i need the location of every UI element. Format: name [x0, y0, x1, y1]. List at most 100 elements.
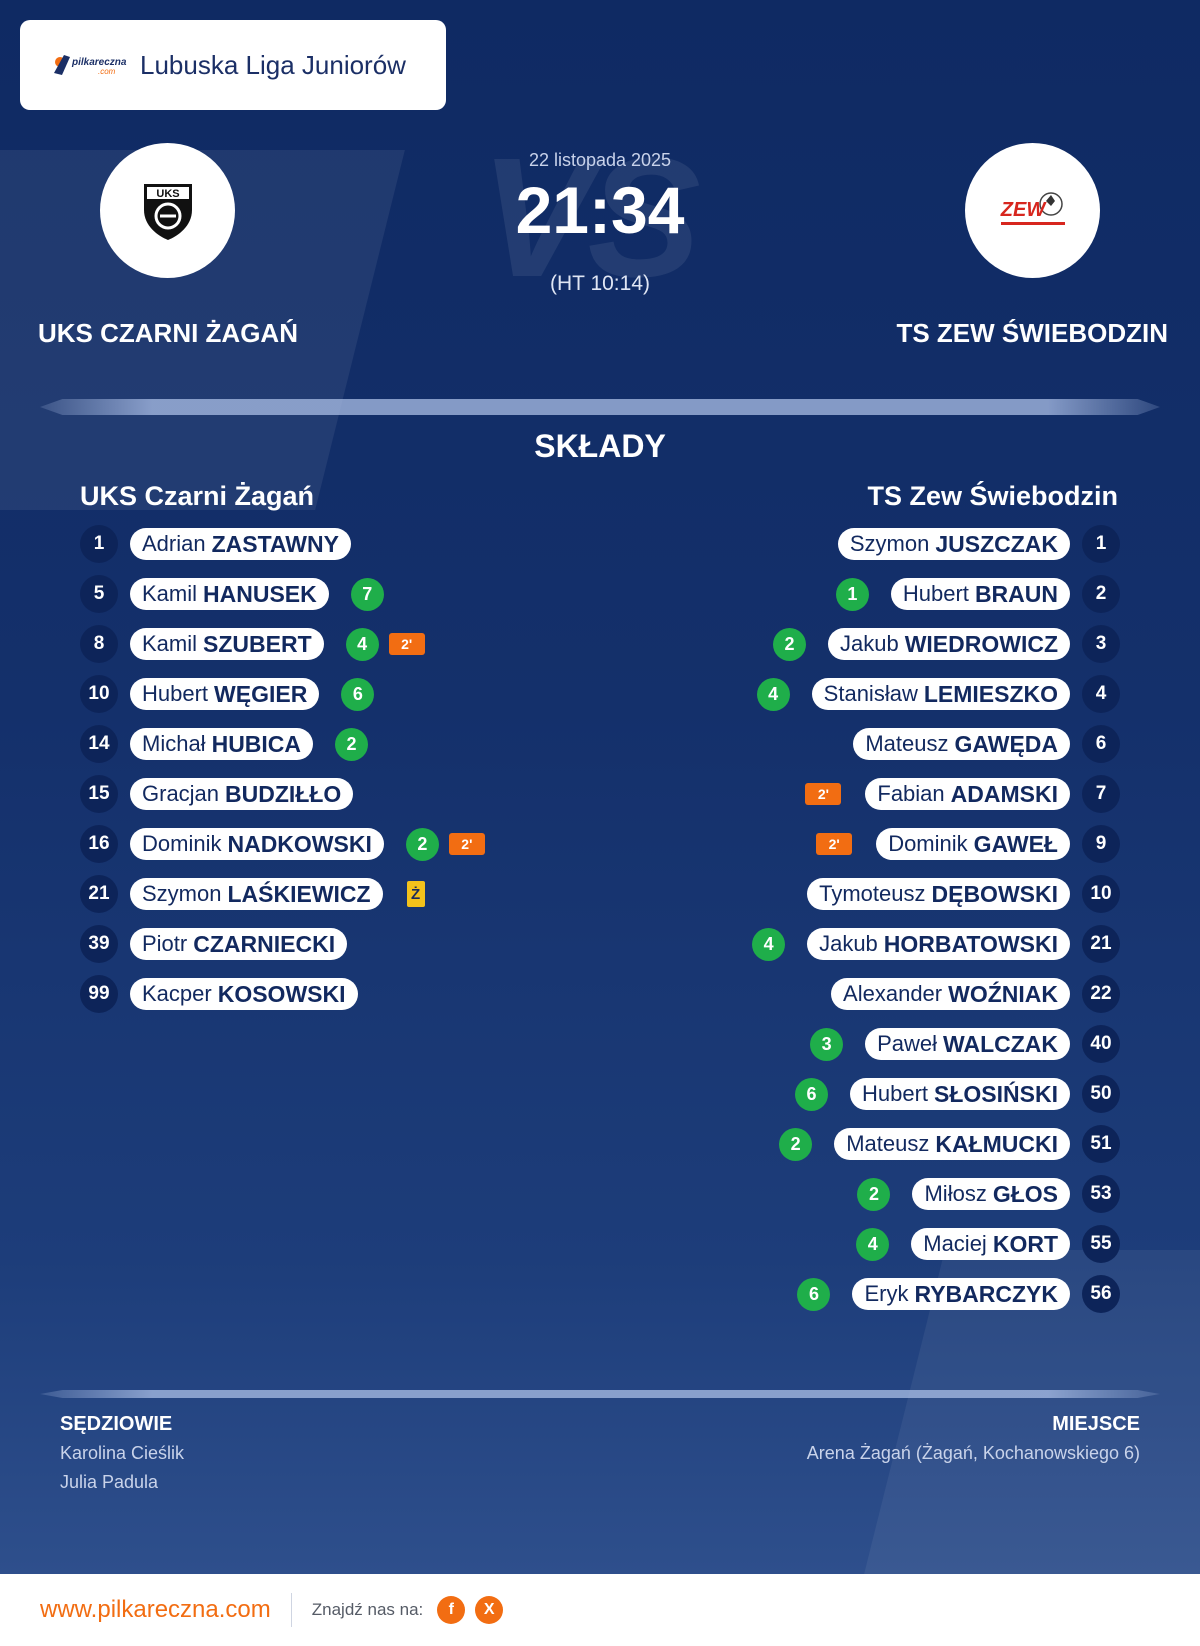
player-last-name: WĘGIER — [214, 680, 308, 707]
penalty-badge: 2' — [448, 833, 485, 855]
halftime-score: (HT 10:14) — [550, 272, 650, 295]
goals-badge: 6 — [794, 1077, 828, 1111]
player-last-name: BRAUN — [974, 580, 1058, 607]
lineup-row: 21 Szymon LAŚKIEWICZ Ż — [80, 875, 425, 913]
player-number: 5 — [80, 575, 118, 613]
lineup-row: 10 Hubert WĘGIER 6 — [80, 675, 375, 713]
player-last-name: BUDZIŁŁO — [225, 780, 342, 807]
player-last-name: CZARNIECKI — [193, 930, 336, 957]
player-last-name: HANUSEK — [203, 580, 317, 607]
goals-badge: 4 — [345, 627, 379, 661]
x-icon[interactable]: X — [475, 1596, 504, 1624]
away-lineup-title: TS Zew Świebodzin — [867, 481, 1118, 511]
player-number: 6 — [1082, 725, 1120, 763]
player-name: Stanisław LEMIESZKO — [811, 678, 1070, 710]
penalty-badge: 2' — [816, 833, 853, 855]
player-name: Mateusz GAWĘDA — [853, 728, 1070, 760]
player-number: 4 — [1082, 675, 1120, 713]
goals-badge: 6 — [797, 1277, 831, 1311]
player-name: Dominik NADKOWSKI — [130, 828, 384, 860]
referees-heading: SĘDZIOWIE — [60, 1413, 173, 1435]
lineup-row: 16 Dominik NADKOWSKI 2 2' — [80, 825, 485, 863]
player-last-name: WIEDROWICZ — [904, 630, 1058, 657]
lineup-row: 1 Hubert BRAUN 2 — [835, 575, 1120, 613]
player-last-name: WALCZAK — [943, 1030, 1058, 1057]
player-name: Adrian ZASTAWNY — [130, 528, 351, 560]
player-name: Szymon LAŚKIEWICZ — [130, 878, 383, 910]
player-first-name: Hubert — [902, 581, 969, 606]
lineup-row: Tymoteusz DĘBOWSKI 10 — [807, 875, 1120, 913]
player-name: Michał HUBICA — [130, 728, 314, 760]
player-number: 99 — [80, 975, 118, 1013]
player-number: 10 — [80, 675, 118, 713]
player-last-name: NADKOWSKI — [227, 830, 372, 857]
goals-badge: 4 — [756, 677, 790, 711]
player-last-name: SZUBERT — [203, 630, 312, 657]
player-first-name: Mateusz — [846, 1131, 930, 1156]
match-date: 22 listopada 2025 — [528, 150, 672, 170]
lineup-row: 39 Piotr CZARNIECKI — [80, 925, 348, 963]
player-number: 7 — [1082, 775, 1120, 813]
lineup-row: 2 Miłosz GŁOS 53 — [857, 1175, 1120, 1213]
facebook-icon[interactable]: f — [437, 1596, 466, 1624]
player-first-name: Maciej — [923, 1231, 987, 1256]
player-number: 40 — [1082, 1025, 1120, 1063]
pilkareczna-logo-icon: pilkareczna .com — [50, 45, 130, 85]
lineup-row: 2' Dominik GAWEŁ 9 — [816, 825, 1120, 863]
lineup-row: 1 Adrian ZASTAWNY — [80, 525, 351, 563]
player-first-name: Mateusz — [865, 731, 949, 756]
goals-badge: 2 — [335, 727, 369, 761]
penalty-badge: 2' — [805, 783, 842, 805]
footer-divider — [290, 1593, 292, 1627]
match-poster: VS pilkareczna .com Lubuska Liga Junioró… — [0, 0, 1200, 1574]
player-first-name: Szymon — [849, 531, 930, 556]
footer: www.pilkareczna.com Znajdź nas na: f X — [0, 1574, 1200, 1646]
player-number: 16 — [80, 825, 118, 863]
website-link[interactable]: www.pilkareczna.com — [40, 1596, 271, 1623]
player-last-name: WOŹNIAK — [948, 980, 1058, 1007]
player-name: Dominik GAWEŁ — [876, 828, 1070, 860]
player-last-name: KORT — [992, 1230, 1058, 1257]
goals-badge: 6 — [341, 677, 375, 711]
lineup-row: Mateusz GAWĘDA 6 — [853, 725, 1120, 763]
player-first-name: Tymoteusz — [819, 881, 926, 906]
venue-text: Arena Żagań (Żagań, Kochanowskiego 6) — [806, 1443, 1140, 1463]
lineup-row: 6 Hubert SŁOSIŃSKI 50 — [794, 1075, 1120, 1113]
lineup-row: 99 Kacper KOSOWSKI — [80, 975, 358, 1013]
player-name: Mateusz KAŁMUCKI — [834, 1128, 1070, 1160]
player-first-name: Jakub — [839, 631, 899, 656]
player-last-name: KAŁMUCKI — [935, 1130, 1058, 1157]
svg-text:pilkareczna: pilkareczna — [71, 57, 127, 68]
divider — [40, 1390, 1160, 1398]
home-team-crest: UKS — [100, 143, 235, 278]
section-title: SKŁADY — [534, 428, 666, 464]
player-first-name: Dominik — [142, 831, 222, 856]
player-number: 56 — [1082, 1275, 1120, 1313]
player-number: 8 — [80, 625, 118, 663]
vs-watermark: VS — [480, 123, 701, 313]
lineup-row: 3 Paweł WALCZAK 40 — [810, 1025, 1120, 1063]
player-last-name: GAWĘDA — [954, 730, 1059, 757]
player-name: Hubert SŁOSIŃSKI — [849, 1078, 1070, 1110]
player-name: Tymoteusz DĘBOWSKI — [807, 878, 1070, 910]
player-last-name: LAŚKIEWICZ — [227, 880, 371, 907]
player-last-name: ADAMSKI — [950, 780, 1058, 807]
player-number: 21 — [1082, 925, 1120, 963]
player-number: 15 — [80, 775, 118, 813]
yellow-card-icon: Ż — [406, 881, 425, 907]
lineup-row: 4 Jakub HORBATOWSKI 21 — [752, 925, 1120, 963]
player-name: Fabian ADAMSKI — [865, 778, 1070, 810]
player-first-name: Miłosz — [924, 1181, 987, 1206]
goals-badge: 4 — [752, 927, 786, 961]
player-number: 53 — [1082, 1175, 1120, 1213]
lineup-row: Alexander WOŹNIAK 22 — [831, 975, 1120, 1013]
goals-badge: 2 — [779, 1127, 813, 1161]
player-first-name: Kamil — [142, 581, 198, 606]
player-name: Jakub WIEDROWICZ — [827, 628, 1070, 660]
lineup-row: 2' Fabian ADAMSKI 7 — [805, 775, 1120, 813]
svg-text:UKS: UKS — [156, 188, 179, 200]
player-number: 1 — [80, 525, 118, 563]
player-name: Alexander WOŹNIAK — [831, 978, 1070, 1010]
player-name: Kamil SZUBERT — [130, 628, 324, 660]
player-number: 50 — [1082, 1075, 1120, 1113]
